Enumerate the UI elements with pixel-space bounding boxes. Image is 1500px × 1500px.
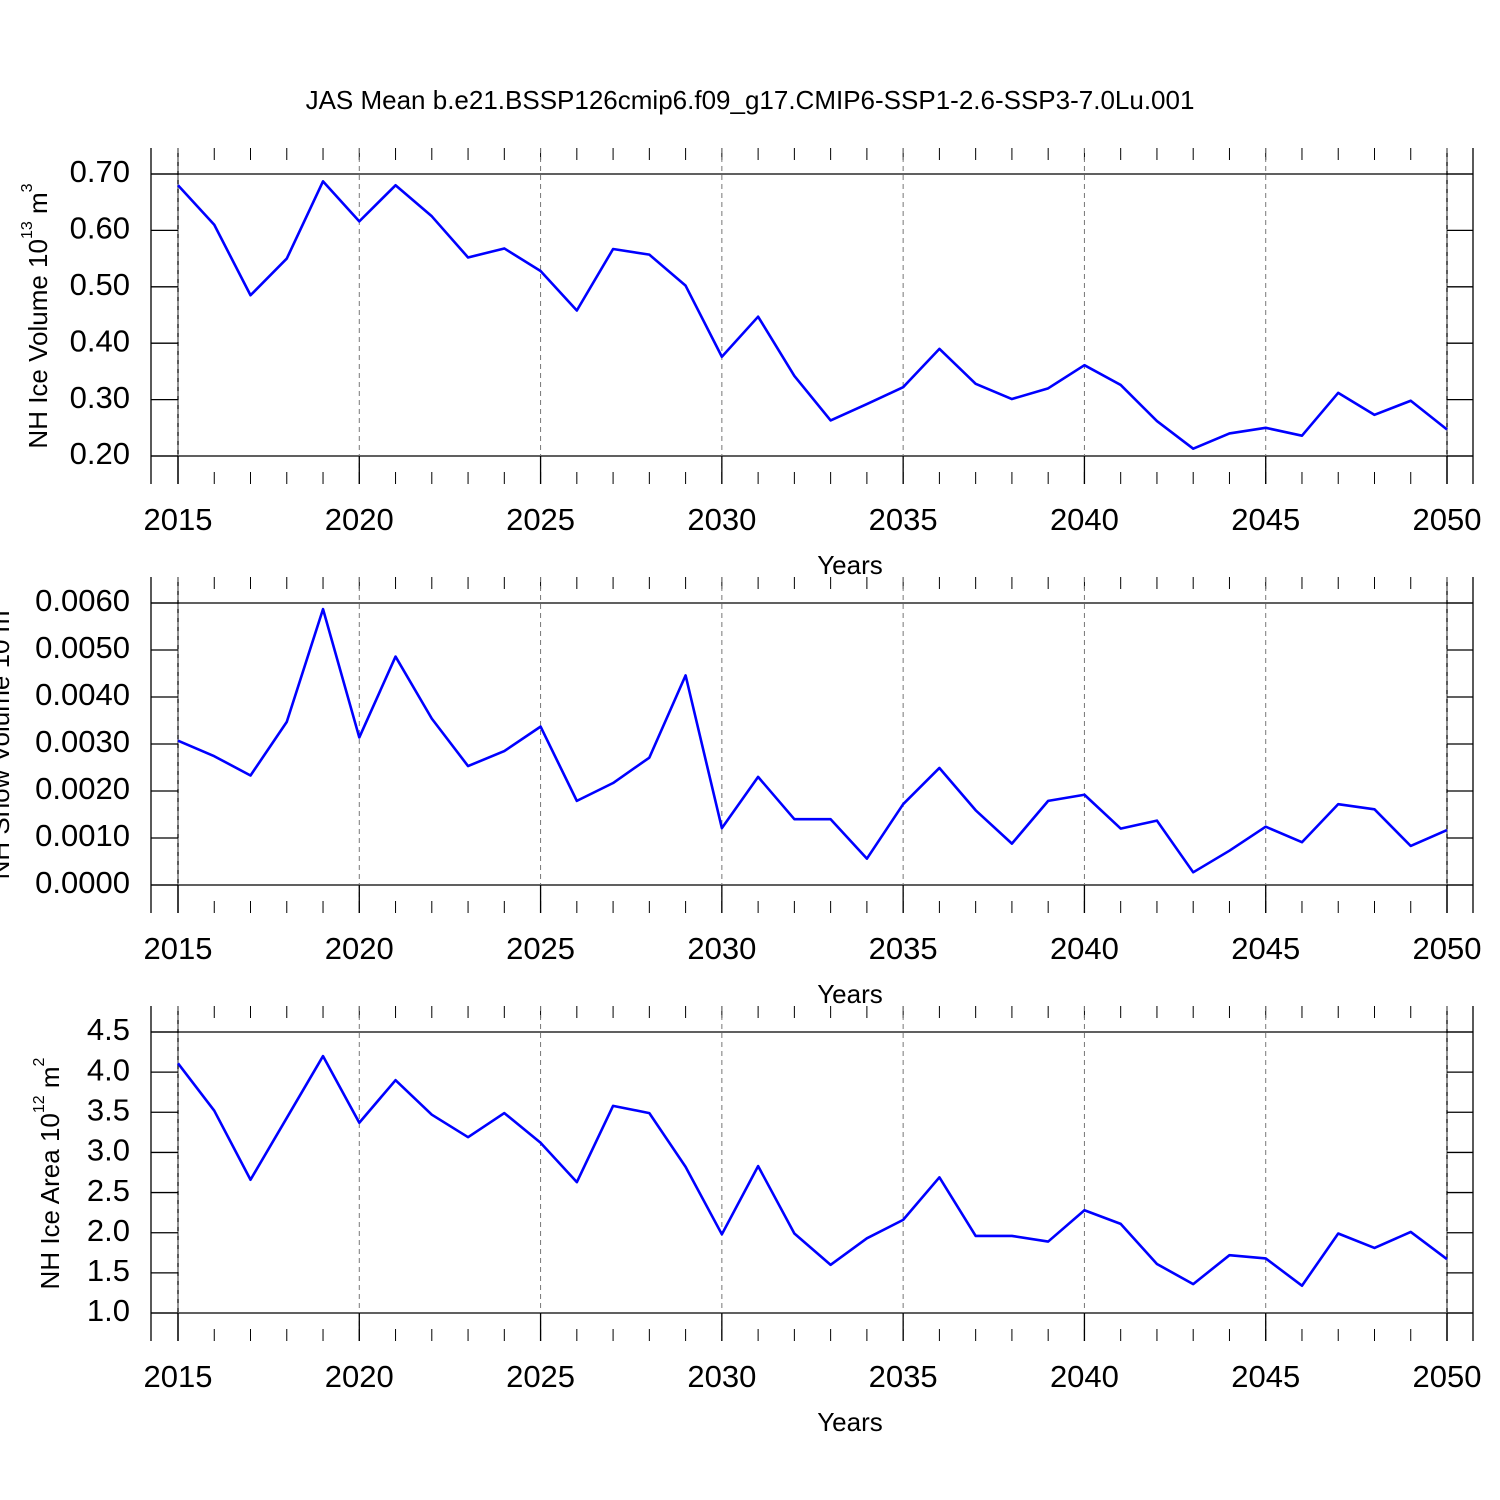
data-line: [176, 1054, 1448, 1287]
x-tick-label: 2035: [869, 1359, 938, 1394]
x-tick-label: 2035: [869, 502, 938, 537]
y-label-unit-exponent: 3: [19, 183, 36, 192]
y-label-text: NH Ice Volume 10: [23, 239, 53, 449]
y-tick-label: 0.30: [70, 380, 130, 415]
x-tick-label: 2020: [325, 1359, 394, 1394]
y-label-text: NH Snow Volume 10: [0, 639, 15, 879]
y-label-exponent: 13: [19, 221, 36, 239]
x-tick-label: 2050: [1413, 931, 1482, 966]
y-axis-label: NH Ice Area 1012 m2: [31, 1057, 65, 1289]
x-tick-label: 2025: [506, 931, 575, 966]
y-tick-label: 0.0010: [35, 818, 130, 853]
y-tick-label: 0.40: [70, 323, 130, 358]
y-label-unit: m: [23, 192, 53, 221]
x-tick-label: 2045: [1231, 931, 1300, 966]
x-tick-label: 2030: [687, 502, 756, 537]
x-tick-label: 2035: [869, 931, 938, 966]
y-tick-label: 0.70: [70, 154, 130, 189]
x-tick-label: 2025: [506, 1359, 575, 1394]
y-tick-label: 4.5: [87, 1012, 130, 1047]
x-axis-label: Years: [817, 550, 883, 580]
y-tick-label: 0.0050: [35, 630, 130, 665]
y-axis-label: NH Snow Volume 10 m: [0, 611, 15, 880]
x-tick-label: 2015: [144, 931, 213, 966]
x-tick-label: 2040: [1050, 502, 1119, 537]
y-tick-label: 0.20: [70, 436, 130, 471]
y-tick-label: 1.0: [87, 1293, 130, 1328]
x-tick-label: 2030: [687, 931, 756, 966]
y-tick-label: 0.0040: [35, 677, 130, 712]
x-tick-label: 2015: [144, 1359, 213, 1394]
x-tick-label: 2030: [687, 1359, 756, 1394]
y-label-exponent: 12: [31, 1095, 48, 1113]
y-tick-label: 3.5: [87, 1092, 130, 1127]
y-tick-label: 0.60: [70, 211, 130, 246]
y-tick-label: 0.0000: [35, 865, 130, 900]
x-tick-label: 2040: [1050, 931, 1119, 966]
x-tick-label: 2040: [1050, 1359, 1119, 1394]
y-tick-label: 2.0: [87, 1213, 130, 1248]
y-label-unit: m: [0, 611, 15, 640]
y-tick-label: 0.0020: [35, 771, 130, 806]
x-axis-label: Years: [817, 1407, 883, 1437]
y-tick-label: 1.5: [87, 1253, 130, 1288]
x-tick-label: 2020: [325, 931, 394, 966]
y-tick-label: 2.5: [87, 1173, 130, 1208]
x-tick-label: 2015: [144, 502, 213, 537]
y-axis-label: NH Ice Volume 1013 m3: [19, 183, 53, 448]
y-label-unit-exponent: 2: [31, 1057, 48, 1066]
y-tick-label: 3.0: [87, 1133, 130, 1168]
y-tick-label: 4.0: [87, 1052, 130, 1087]
y-tick-label: 0.0030: [35, 724, 130, 759]
figure-title: JAS Mean b.e21.BSSP126cmip6.f09_g17.CMIP…: [306, 85, 1195, 115]
y-label-text: NH Ice Area 10: [35, 1113, 65, 1289]
x-tick-label: 2025: [506, 502, 575, 537]
data-line: [177, 180, 1448, 450]
x-tick-label: 2020: [325, 502, 394, 537]
x-tick-label: 2045: [1231, 1359, 1300, 1394]
x-tick-label: 2050: [1413, 502, 1482, 537]
y-tick-label: 0.0060: [35, 583, 130, 618]
x-tick-label: 2050: [1413, 1359, 1482, 1394]
y-label-unit: m: [35, 1066, 65, 1095]
y-tick-label: 0.50: [70, 267, 130, 302]
x-tick-label: 2045: [1231, 502, 1300, 537]
x-axis-label: Years: [817, 979, 883, 1009]
data-line: [177, 607, 1448, 874]
